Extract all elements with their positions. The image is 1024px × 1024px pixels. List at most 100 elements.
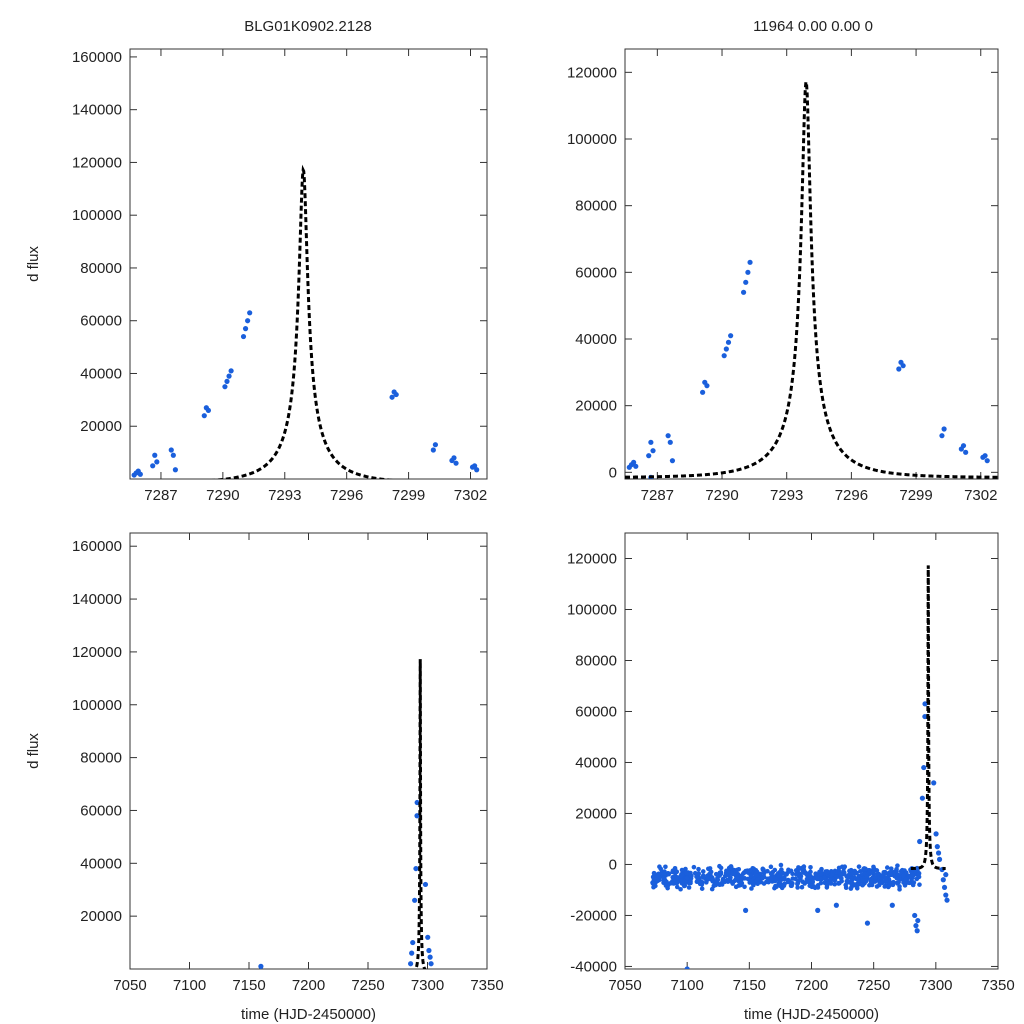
data-point (698, 880, 703, 886)
y-tick-label: 40000 (575, 754, 617, 771)
data-point (895, 863, 900, 868)
data-point (809, 884, 815, 890)
x-tick-label: 7287 (641, 487, 674, 504)
x-tick-label: 7300 (919, 977, 952, 994)
data-point (917, 882, 922, 887)
data-point (747, 259, 753, 265)
y-tick-label: -20000 (570, 907, 617, 924)
data-point (674, 869, 680, 875)
x-tick-label: 7290 (206, 487, 239, 504)
data-point (749, 878, 754, 884)
panel-top-right: 7287 7290 7293 7296 7299 7302 0 20000 40000 60000… (567, 48, 999, 504)
y-tick-label: 20000 (575, 398, 617, 415)
data-point (684, 966, 690, 969)
data-point (422, 881, 429, 888)
data-point (900, 363, 906, 369)
y-tick-label: 80000 (575, 652, 617, 669)
data-point (884, 865, 890, 870)
y-tick-label: 120000 (72, 154, 122, 171)
data-point (696, 871, 701, 876)
data-point (922, 713, 928, 720)
y-tick-label: 60000 (575, 703, 617, 720)
x-tick-label: 7100 (670, 977, 703, 994)
data-point (170, 452, 176, 458)
data-point (749, 886, 754, 891)
x-tick-label: 7302 (454, 487, 487, 504)
data-point (887, 880, 893, 885)
x-tick-label: 7150 (232, 977, 265, 994)
data-point (739, 880, 745, 886)
data-point (963, 449, 969, 455)
data-point (836, 881, 841, 886)
data-point (907, 880, 912, 886)
data-point (917, 838, 923, 845)
data-point (201, 413, 207, 419)
data-point (670, 874, 675, 880)
data-point (425, 934, 431, 940)
data-point (743, 279, 749, 285)
data-point (941, 884, 948, 891)
data-point (258, 963, 264, 969)
data-point (935, 850, 942, 856)
data-point (680, 879, 686, 885)
data-point (852, 882, 858, 888)
data-point (944, 897, 950, 903)
data-point (758, 879, 764, 885)
data-point (743, 907, 749, 913)
y-tick-label: 20000 (80, 908, 122, 925)
y-tick-label: 120000 (567, 550, 617, 567)
data-point (896, 879, 901, 885)
data-point (662, 869, 667, 874)
data-point (891, 879, 896, 885)
data-point (796, 873, 802, 879)
data-point (804, 872, 809, 877)
data-point (715, 877, 720, 882)
data-point (795, 880, 801, 886)
x-tick-label: 7150 (733, 977, 766, 994)
data-point (742, 884, 747, 890)
data-point (224, 378, 230, 384)
data-point (838, 876, 844, 881)
y-tick-label: 120000 (567, 64, 617, 81)
x-tick-label: 7287 (144, 487, 177, 504)
data-point (984, 458, 990, 464)
data-point (841, 869, 846, 874)
data-point (666, 871, 671, 877)
data-point (982, 453, 988, 459)
y-tick-label: 0 (609, 856, 617, 873)
data-point (408, 961, 414, 967)
y-tick-label: 160000 (72, 49, 122, 66)
data-point (773, 883, 778, 889)
data-point (648, 439, 654, 445)
data-point (822, 875, 827, 881)
data-point (720, 876, 726, 882)
y-tick-label: 100000 (72, 697, 122, 714)
y-tick-label: 40000 (80, 365, 122, 382)
data-point (779, 885, 785, 891)
data-point (242, 326, 249, 332)
data-point (667, 439, 673, 445)
data-point (453, 460, 459, 466)
data-point (824, 883, 830, 888)
data-point (858, 868, 863, 874)
data-point (848, 867, 854, 873)
data-point (786, 869, 791, 875)
x-tick-label: 7050 (113, 977, 146, 994)
data-point (717, 863, 722, 869)
y-tick-label: 80000 (80, 260, 122, 277)
data-point (922, 701, 928, 707)
data-point (854, 886, 860, 891)
x-tick-label: 7350 (981, 977, 1014, 994)
data-point (815, 883, 821, 888)
data-point (864, 874, 870, 879)
data-point (412, 897, 418, 903)
data-point (898, 869, 904, 874)
y-tick-label: 40000 (80, 855, 122, 872)
data-point (780, 876, 786, 882)
plot-frame (624, 532, 999, 970)
data-point (427, 954, 433, 960)
data-point (848, 886, 854, 891)
x-tick-label: 7296 (835, 487, 868, 504)
y-tick-label: 80000 (575, 198, 617, 215)
